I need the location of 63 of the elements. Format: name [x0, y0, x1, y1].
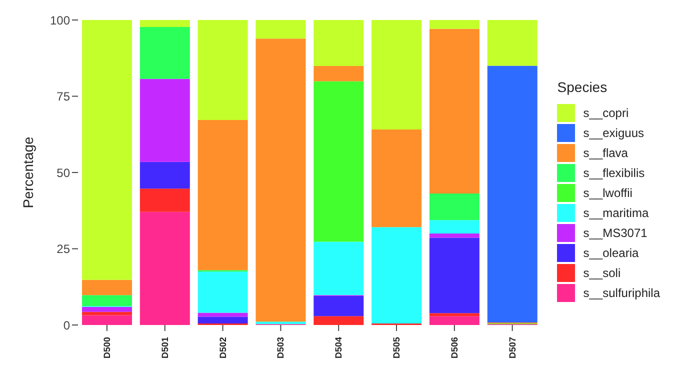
bar: [140, 20, 190, 28]
bar: [82, 315, 132, 325]
legend-label: s__soli: [583, 266, 621, 280]
x-tick-label: D503: [276, 337, 286, 359]
legend-label: s__sulfuriphila: [583, 286, 660, 300]
bar: [429, 234, 480, 238]
bar: [256, 322, 306, 324]
legend-title: Species: [557, 78, 608, 94]
legend-label: s__MS3071: [583, 226, 648, 240]
bar: [256, 20, 306, 39]
bar: [140, 27, 190, 79]
y-axis-title: Percentage: [20, 136, 36, 208]
legend-label: s__flexibilis: [583, 166, 645, 180]
bar: [429, 194, 480, 220]
y-tick-label: 25: [56, 242, 70, 256]
bar: [82, 307, 132, 312]
bar: [256, 38, 306, 322]
bar: [82, 280, 132, 296]
bar: [314, 316, 364, 325]
bar: [429, 313, 480, 316]
bar: [140, 78, 190, 162]
y-tick-label: 0: [63, 318, 70, 332]
bar: [314, 296, 364, 316]
bar: [314, 66, 364, 82]
x-tick-label: D504: [334, 337, 344, 359]
bar: [198, 316, 248, 324]
bar: [140, 162, 190, 189]
x-tick-label: D505: [392, 337, 402, 359]
bar: [429, 20, 480, 29]
x-tick-label: D501: [160, 337, 170, 359]
legend-label: s__olearia: [583, 246, 639, 260]
y-tick-label: 75: [56, 90, 70, 104]
legend-label: s__copri: [583, 106, 629, 120]
bar: [140, 212, 190, 325]
legend-label: s__flava: [583, 146, 628, 160]
bar: [140, 188, 190, 212]
bar: [82, 20, 132, 280]
bar: [314, 242, 364, 296]
bar: [82, 295, 132, 306]
bar: [487, 66, 538, 323]
bar: [198, 120, 248, 270]
x-tick-label: D507: [507, 337, 518, 359]
x-tick-label: D500: [102, 337, 112, 359]
y-tick-label: 100: [50, 13, 70, 28]
bar: [198, 20, 248, 120]
bar: [198, 312, 248, 317]
bar: [429, 220, 480, 234]
y-tick-label: 50: [56, 166, 70, 180]
x-tick-label: D506: [449, 337, 460, 359]
bar: [198, 272, 248, 313]
bar: [429, 238, 480, 314]
bar: [372, 129, 422, 228]
legend-label: s__lwoffii: [583, 186, 632, 200]
bar: [314, 81, 364, 242]
bar: [314, 20, 364, 66]
bar: [372, 227, 422, 324]
x-tick-label: D502: [218, 337, 228, 359]
bar: [429, 28, 480, 194]
legend-label: s__maritima: [583, 206, 649, 220]
legend-label: s__exiguus: [583, 126, 644, 140]
bar: [487, 20, 538, 66]
bar: [429, 316, 480, 325]
bar: [372, 20, 422, 130]
